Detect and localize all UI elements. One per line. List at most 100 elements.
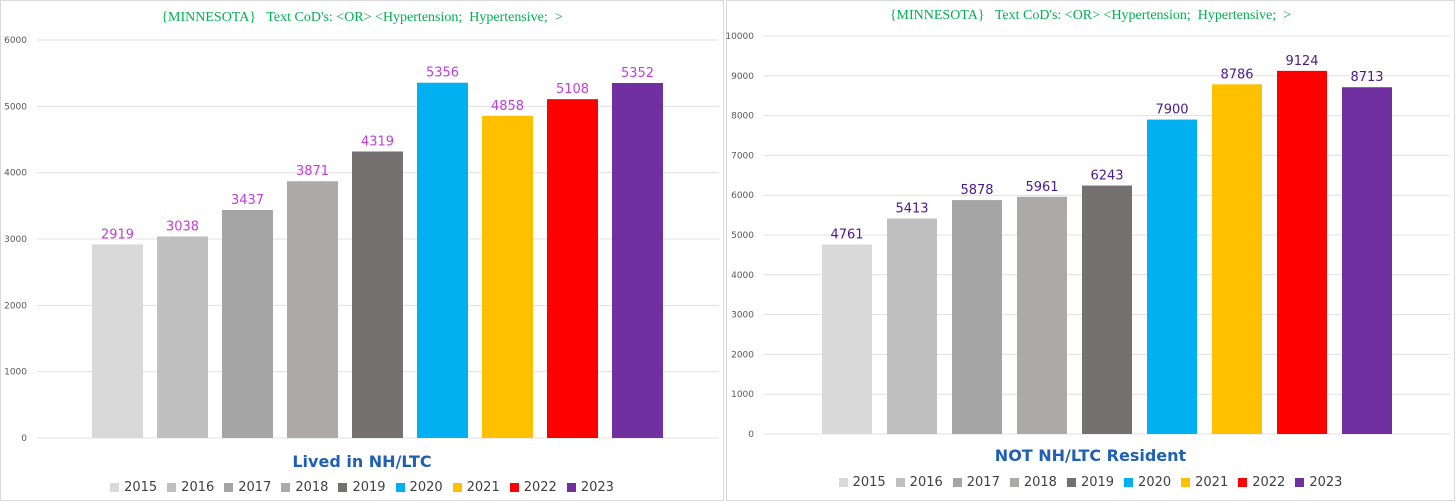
legend-label: 2022 [1252, 475, 1286, 490]
bar-2015 [822, 244, 872, 434]
y-tick-label: 3000 [4, 235, 27, 245]
legend-swatch [395, 483, 405, 492]
bar-2015 [92, 244, 143, 438]
legend-label: 2022 [523, 480, 557, 495]
legend-item-2018: 2018 [281, 480, 328, 495]
data-label: 8713 [1350, 70, 1383, 85]
legend-swatch [1066, 478, 1076, 487]
legend-swatch [281, 483, 291, 492]
legend-label: 2023 [1309, 475, 1343, 490]
bar-2023 [1342, 87, 1392, 435]
chart-panel-not-nh-ltc: {MINNESOTA} Text CoD's: <OR> <Hypertensi… [725, 0, 1455, 501]
bar-2019 [352, 151, 403, 438]
y-tick-label: 7000 [731, 151, 754, 161]
legend-label: 2020 [409, 480, 443, 495]
legend-item-2019: 2019 [1066, 475, 1115, 490]
bar-2016 [887, 218, 937, 434]
y-tick-label: 4000 [731, 271, 754, 281]
legend-swatch [224, 483, 234, 492]
legend-item-2016: 2016 [895, 475, 943, 490]
bar-2021 [482, 115, 533, 438]
y-tick-label: 1000 [731, 390, 754, 400]
data-label: 5108 [556, 82, 589, 97]
chart-title: {MINNESOTA} Text CoD's: <OR> <Hypertensi… [889, 8, 1292, 23]
data-label: 9124 [1285, 54, 1318, 69]
legend-item-2015: 2015 [838, 475, 886, 490]
y-tick-label: 10000 [725, 32, 754, 42]
legend-label: 2015 [852, 475, 886, 490]
y-tick-label: 9000 [731, 72, 754, 82]
legend-item-2019: 2019 [338, 480, 386, 495]
legend-label: 2017 [238, 480, 272, 495]
bar-2022 [1277, 70, 1327, 434]
legend-swatch [452, 483, 462, 492]
legend-label: 2023 [580, 480, 614, 495]
legend-item-2020: 2020 [395, 480, 443, 495]
legend-item-2021: 2021 [452, 480, 500, 495]
legend-item-2022: 2022 [509, 480, 557, 495]
legend-item-2021: 2021 [1181, 475, 1228, 490]
legend-label: 2017 [966, 475, 1000, 490]
data-label: 4319 [361, 135, 394, 150]
y-tick-label: 0 [748, 430, 754, 440]
data-label: 5961 [1025, 180, 1058, 195]
bar-2021 [1212, 84, 1262, 434]
legend-swatch [1124, 478, 1134, 487]
bar-2018 [287, 181, 338, 438]
legend-swatch [895, 478, 905, 487]
legend-swatch [952, 478, 962, 487]
data-label: 8786 [1220, 67, 1253, 82]
legend-label: 2019 [352, 480, 386, 495]
bar-2017 [952, 200, 1002, 434]
legend-label: 2018 [1023, 475, 1057, 490]
legend-item-2017: 2017 [224, 480, 271, 495]
bar-2018 [1017, 196, 1067, 434]
bar-chart-svg: 0 1000 2000 3000 4000 5000 6000 7000 8000 9000 100… [725, 32, 1450, 440]
data-label: 6243 [1090, 169, 1123, 184]
legend-label: 2016 [909, 475, 943, 490]
bar-2019 [1082, 185, 1132, 434]
legend-swatch [1181, 478, 1191, 487]
y-tick-label: 0 [21, 434, 27, 444]
y-tick-label: 6000 [731, 191, 754, 201]
legend-label: 2018 [295, 480, 329, 495]
legend-swatch [110, 483, 120, 492]
data-label: 3437 [231, 193, 264, 208]
data-label: 7900 [1155, 103, 1188, 118]
y-tick-label: 2000 [731, 350, 754, 360]
bar-2020 [1147, 119, 1197, 434]
legend-swatch [1295, 478, 1305, 487]
legend-swatch [167, 483, 177, 492]
legend-swatch [1238, 478, 1248, 487]
bar-2016 [157, 236, 208, 438]
bar-2022 [547, 99, 598, 438]
bar-2017 [222, 210, 273, 438]
y-tick-label: 8000 [731, 112, 754, 122]
bar-2020 [417, 82, 468, 439]
data-label: 4858 [491, 99, 524, 114]
y-tick-label: 1000 [4, 368, 27, 378]
data-label: 3038 [166, 219, 199, 234]
y-tick-label: 3000 [731, 311, 754, 321]
legend-swatch [838, 478, 848, 487]
legend-item-2015: 2015 [110, 480, 157, 495]
legend-label: 2015 [124, 480, 158, 495]
y-tick-label: 6000 [4, 36, 27, 46]
data-label: 5356 [426, 66, 459, 81]
legend-swatch [338, 483, 348, 492]
y-tick-label: 5000 [731, 231, 754, 241]
legend-item-2023: 2023 [1295, 475, 1342, 490]
legend-swatch [566, 483, 576, 492]
legend-label: 2019 [1080, 475, 1115, 490]
chart-legend: 2015 2016 2017 2018 2019 2020 2021 2022 2023 [1, 480, 723, 495]
y-tick-label: 2000 [4, 301, 27, 311]
y-tick-label: 4000 [4, 169, 27, 179]
legend-item-2018: 2018 [1009, 475, 1057, 490]
legend-label: 2021 [466, 480, 500, 495]
legend-label: 2020 [1138, 475, 1172, 490]
legend-swatch [1009, 478, 1019, 487]
data-label: 5413 [895, 202, 928, 217]
legend-item-2023: 2023 [566, 480, 614, 495]
data-label: 5878 [960, 183, 993, 198]
data-label: 4761 [830, 228, 863, 243]
